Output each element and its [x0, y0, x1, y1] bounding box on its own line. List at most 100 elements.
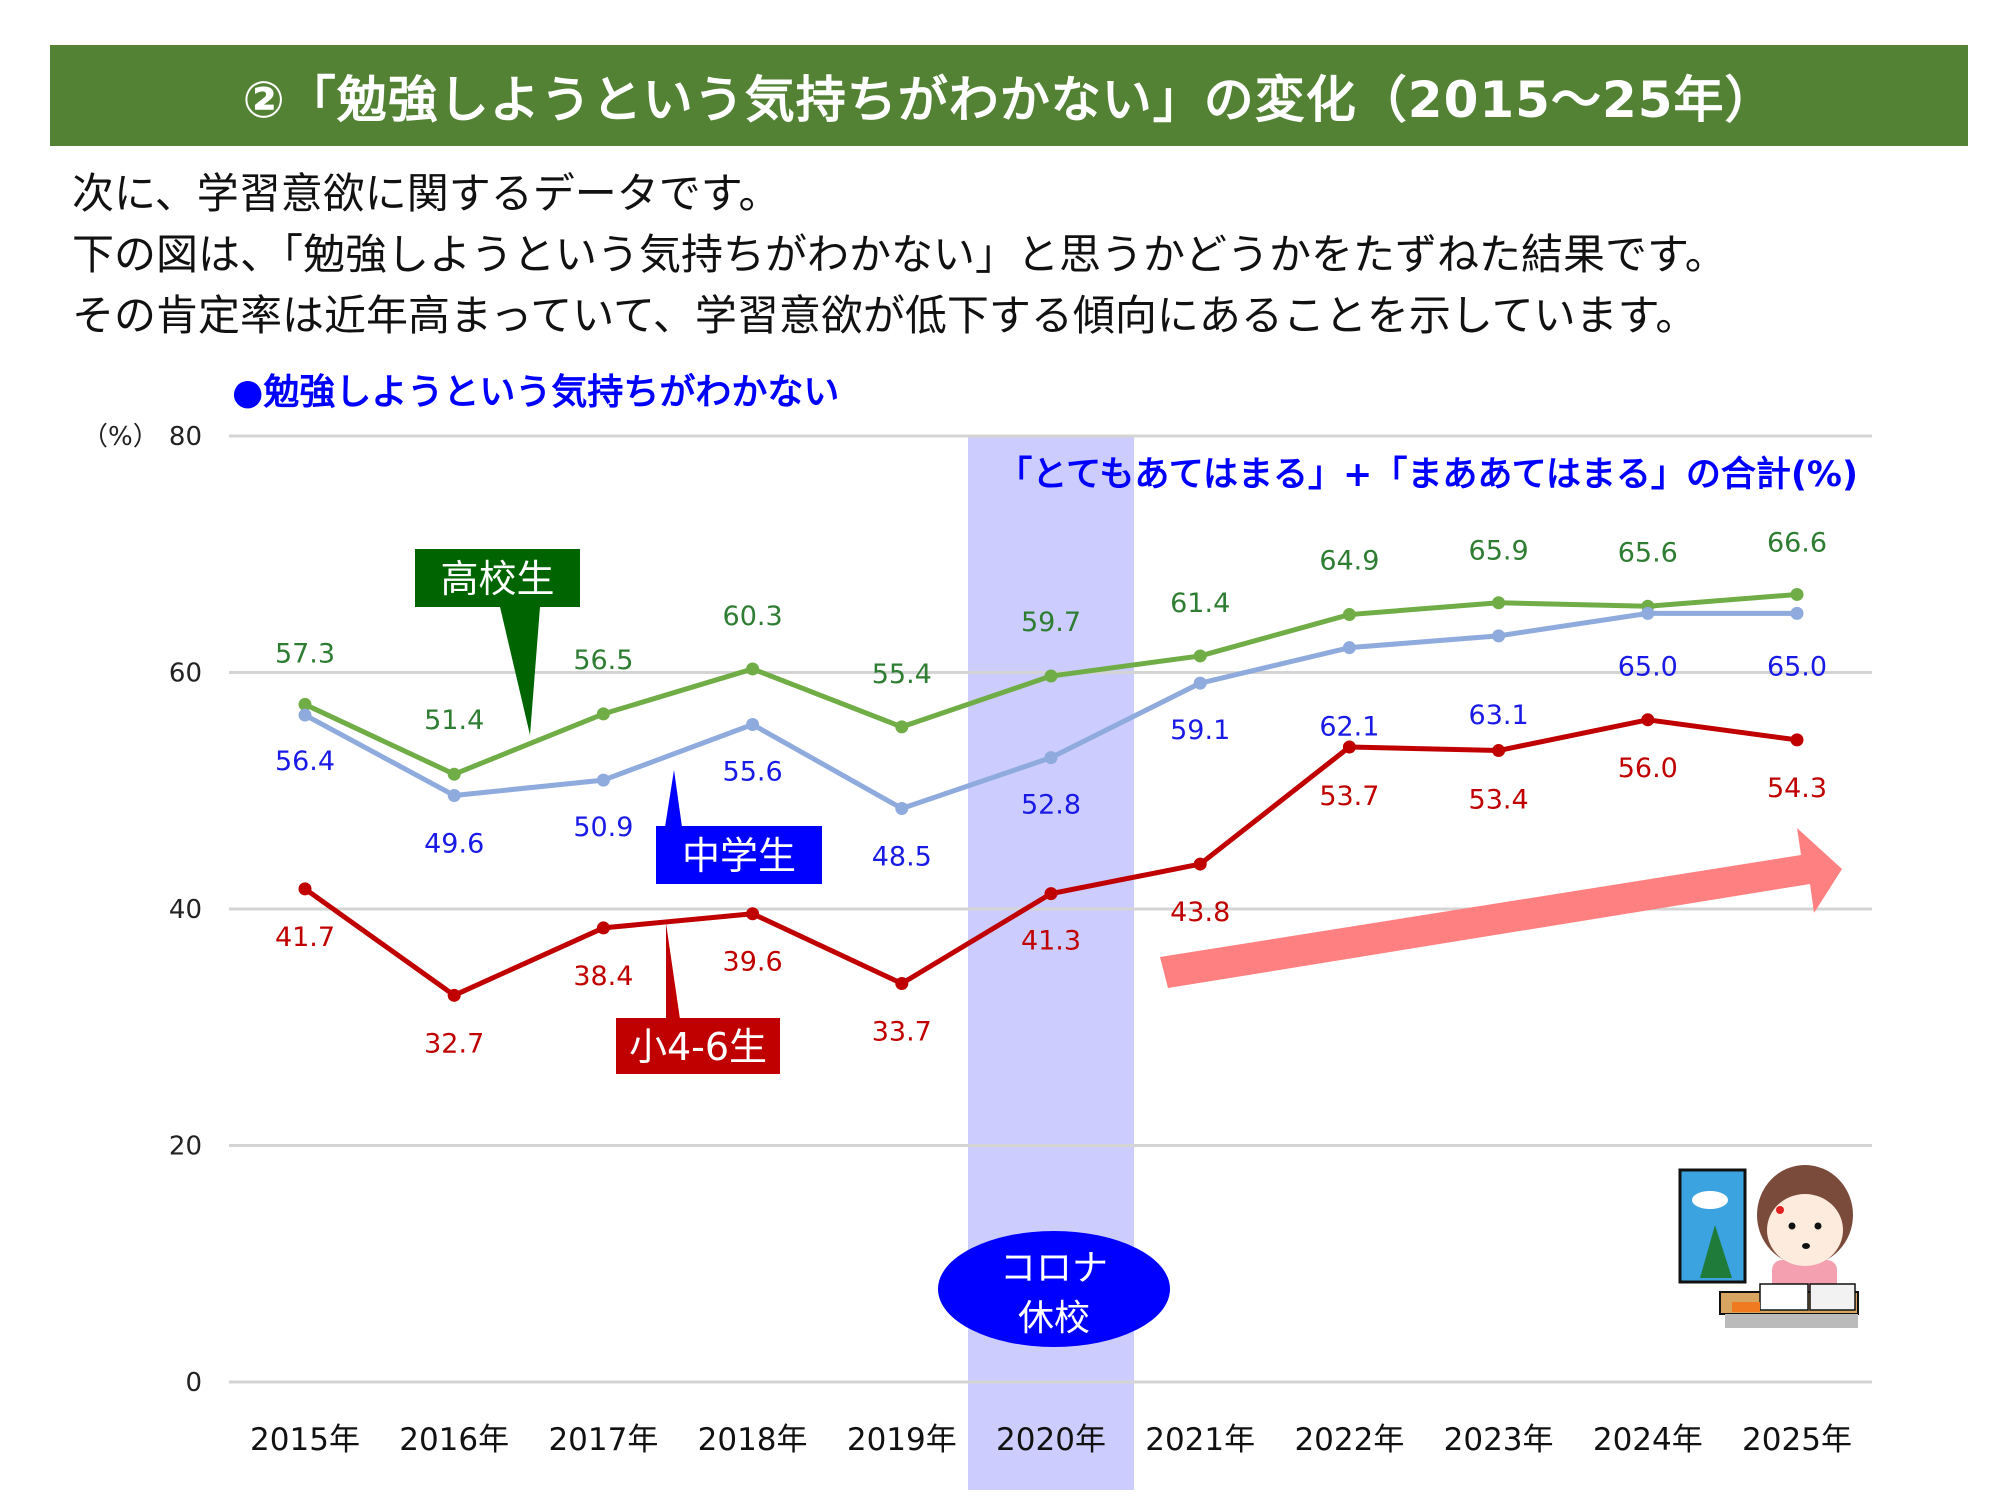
data-point-middle_school-1	[447, 788, 461, 802]
covid-badge-ellipse	[938, 1231, 1170, 1347]
callout-label-middle_school: 中学生	[682, 834, 796, 878]
data-label-elementary-4: 33.7	[872, 1016, 932, 1047]
covid-badge-line-1: コロナ	[1000, 1248, 1108, 1289]
trend-arrow	[1160, 828, 1842, 988]
callout-box-high_school	[415, 549, 580, 607]
y-tick-20: 20	[169, 1132, 202, 1162]
x-tick-10: 2025年	[1742, 1422, 1852, 1458]
data-label-middle_school-3: 55.6	[723, 757, 783, 788]
data-point-elementary-6	[1193, 857, 1207, 871]
data-label-high_school-9: 65.6	[1618, 537, 1678, 568]
data-point-high_school-5	[1044, 669, 1058, 683]
x-tick-labels: 2015年 2016年 2017年 2018年 2019年 2020年 2021年 2022年…	[250, 1422, 1852, 1458]
series-high_school: 57.3 51.4 56.5 60.3 55.4 59.7 61.4 64.9 65.9 65.6…	[275, 527, 1827, 781]
data-point-elementary-10	[1790, 733, 1804, 747]
data-point-high_school-3	[746, 662, 760, 676]
x-tick-5: 2020年	[996, 1422, 1106, 1458]
face-icon	[1767, 1194, 1843, 1266]
series-middle_school: 56.4 49.6 50.9 55.6 48.5 52.8 59.1 62.1 63.1 65.0…	[275, 606, 1827, 872]
data-point-middle_school-3	[746, 718, 760, 732]
data-point-elementary-1	[447, 988, 461, 1002]
callout-label-high_school: 高校生	[440, 557, 554, 601]
y-tick-labels: 0 20 40 60 80	[169, 422, 202, 1398]
x-tick-8: 2023年	[1444, 1422, 1554, 1458]
data-label-middle_school-2: 50.9	[573, 812, 633, 843]
data-label-high_school-10: 66.6	[1767, 527, 1827, 558]
callout-elementary: 小4-6生	[616, 923, 780, 1074]
data-label-high_school-5: 59.7	[1021, 607, 1081, 638]
data-label-high_school-4: 55.4	[872, 659, 932, 690]
eye-icon	[1814, 1222, 1822, 1230]
series-elementary: 41.7 32.7 38.4 39.6 33.7 41.3 43.8 53.7 53.4 56.0…	[275, 713, 1827, 1059]
page-title: ②「勉強しようという気持ちがわかない」の変化（2015～25年）	[242, 70, 1776, 129]
y-tick-80: 80	[169, 422, 202, 452]
data-label-elementary-7: 53.7	[1319, 781, 1379, 812]
data-point-high_school-2	[596, 707, 610, 721]
data-label-elementary-6: 43.8	[1170, 897, 1230, 928]
data-point-high_school-10	[1790, 587, 1804, 601]
y-tick-60: 60	[169, 659, 202, 689]
data-label-high_school-0: 57.3	[275, 638, 335, 669]
data-point-middle_school-2	[596, 773, 610, 787]
desk-front-icon	[1725, 1314, 1858, 1328]
studying-girl-illustration	[1678, 1165, 1859, 1328]
data-point-high_school-0	[298, 697, 312, 711]
intro-line-2: 下の図は、「勉強しようという気持ちがわかない」と思うかどうかをたずねた結果です。	[72, 230, 1727, 279]
chart-title: ●勉強しようという気持ちがわかない	[232, 372, 839, 413]
data-label-middle_school-6: 59.1	[1170, 715, 1230, 746]
data-point-elementary-7	[1342, 740, 1356, 754]
data-point-elementary-3	[746, 907, 760, 921]
data-label-elementary-5: 41.3	[1021, 926, 1081, 957]
data-label-elementary-9: 56.0	[1618, 753, 1678, 784]
notebook-icon	[1759, 1283, 1809, 1311]
data-label-high_school-8: 65.9	[1469, 536, 1529, 567]
data-point-elementary-0	[298, 882, 312, 896]
x-tick-0: 2015年	[250, 1422, 360, 1458]
data-label-middle_school-1: 49.6	[424, 828, 484, 859]
x-tick-3: 2018年	[698, 1422, 808, 1458]
x-tick-7: 2022年	[1294, 1422, 1404, 1458]
intro-line-3: その肯定率は近年高まっていて、学習意欲が低下する傾向にあることを示しています。	[72, 291, 1698, 340]
intro-text: 次に、学習意欲に関するデータです。 下の図は、「勉強しようという気持ちがわかない…	[72, 163, 1952, 346]
y-tick-0: 0	[185, 1368, 202, 1398]
cloud-icon	[1692, 1191, 1728, 1209]
data-point-middle_school-0	[298, 708, 312, 722]
data-label-elementary-1: 32.7	[424, 1028, 484, 1059]
data-point-elementary-8	[1492, 744, 1506, 758]
data-label-middle_school-5: 52.8	[1021, 790, 1081, 821]
data-label-high_school-1: 51.4	[424, 705, 484, 736]
series-group: 57.3 51.4 56.5 60.3 55.4 59.7 61.4 64.9 65.9 65.6…	[275, 527, 1827, 1059]
data-point-elementary-9	[1641, 713, 1655, 727]
data-point-high_school-8	[1492, 596, 1506, 610]
data-point-high_school-4	[895, 720, 909, 734]
callout-pointer-high_school	[500, 607, 540, 735]
data-point-middle_school-6	[1193, 676, 1207, 690]
callout-box-middle_school	[656, 826, 822, 884]
data-point-middle_school-10	[1790, 606, 1804, 620]
title-banner: ②「勉強しようという気持ちがわかない」の変化（2015～25年）	[50, 45, 1968, 146]
covid-badge-line-2: 休校	[1018, 1298, 1090, 1339]
chart-subtitle: 「とてもあてはまる」+「まああてはまる」の合計(%)	[997, 455, 1858, 495]
data-label-high_school-7: 64.9	[1319, 546, 1379, 577]
data-label-high_school-3: 60.3	[723, 601, 783, 632]
data-label-middle_school-8: 63.1	[1469, 700, 1529, 731]
intro-line-1: 次に、学習意欲に関するデータです。	[72, 169, 781, 218]
mouth-icon	[1802, 1243, 1810, 1249]
data-point-middle_school-9	[1641, 606, 1655, 620]
data-label-elementary-10: 54.3	[1767, 773, 1827, 804]
data-label-high_school-2: 56.5	[573, 645, 633, 676]
data-point-middle_school-7	[1342, 641, 1356, 655]
data-label-middle_school-4: 48.5	[872, 841, 932, 872]
data-label-middle_school-0: 56.4	[275, 746, 335, 777]
data-label-high_school-6: 61.4	[1170, 588, 1230, 619]
data-label-elementary-8: 53.4	[1469, 785, 1529, 816]
data-point-middle_school-8	[1492, 629, 1506, 643]
y-axis-unit-label: （%）	[82, 422, 159, 452]
data-point-middle_school-5	[1044, 751, 1058, 765]
data-label-middle_school-10: 65.0	[1767, 651, 1827, 682]
data-point-high_school-7	[1342, 608, 1356, 622]
callout-high_school: 高校生	[415, 549, 580, 735]
x-tick-4: 2019年	[847, 1422, 957, 1458]
pencil-case-icon	[1732, 1302, 1760, 1312]
